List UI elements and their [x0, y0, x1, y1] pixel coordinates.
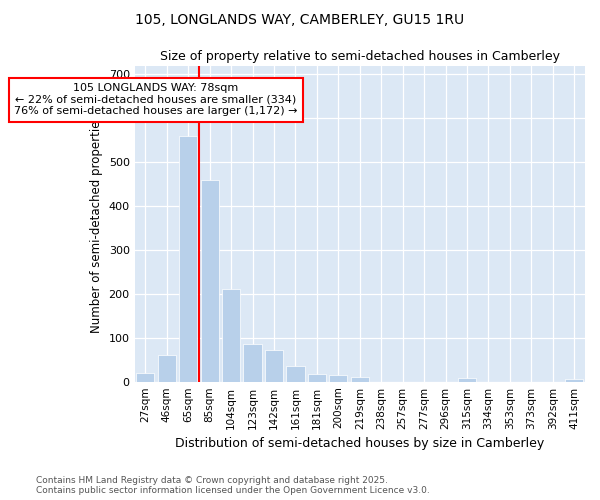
Bar	[458, 378, 476, 382]
Text: 105 LONGLANDS WAY: 78sqm
← 22% of semi-detached houses are smaller (334)
76% of : 105 LONGLANDS WAY: 78sqm ← 22% of semi-d…	[14, 83, 298, 116]
Bar	[350, 378, 369, 382]
X-axis label: Distribution of semi-detached houses by size in Camberley: Distribution of semi-detached houses by …	[175, 437, 544, 450]
Bar	[222, 290, 240, 382]
Bar	[265, 350, 283, 382]
Bar	[179, 136, 197, 382]
Bar	[136, 373, 154, 382]
Bar	[329, 375, 347, 382]
Bar	[244, 344, 262, 382]
Bar	[200, 180, 219, 382]
Bar	[565, 380, 583, 382]
Bar	[158, 356, 176, 382]
Text: 105, LONGLANDS WAY, CAMBERLEY, GU15 1RU: 105, LONGLANDS WAY, CAMBERLEY, GU15 1RU	[136, 12, 464, 26]
Bar	[286, 366, 305, 382]
Y-axis label: Number of semi-detached properties: Number of semi-detached properties	[90, 114, 103, 333]
Text: Contains HM Land Registry data © Crown copyright and database right 2025.
Contai: Contains HM Land Registry data © Crown c…	[36, 476, 430, 495]
Bar	[308, 374, 326, 382]
Title: Size of property relative to semi-detached houses in Camberley: Size of property relative to semi-detach…	[160, 50, 560, 63]
